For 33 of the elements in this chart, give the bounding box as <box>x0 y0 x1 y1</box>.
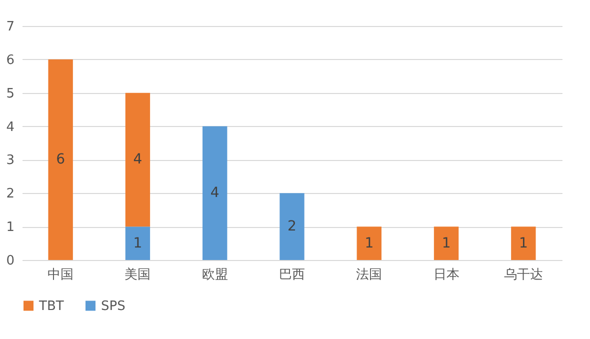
data-label: 6 <box>56 152 66 168</box>
y-tick-label: 5 <box>6 86 14 102</box>
x-tick-label: 欧盟 <box>202 268 228 282</box>
data-label: 2 <box>288 218 296 235</box>
legend-label: TBT <box>38 298 64 314</box>
bar <box>202 126 228 260</box>
y-tick-label: 1 <box>6 220 14 236</box>
bar <box>48 59 73 260</box>
bar <box>280 193 304 260</box>
x-tick-label: 巴西 <box>279 268 305 282</box>
bar <box>125 92 150 227</box>
y-tick-label: 2 <box>6 186 14 202</box>
y-tick-label: 4 <box>6 120 14 135</box>
x-tick-label: 日本 <box>433 268 460 282</box>
y-tick-label: 3 <box>6 153 14 168</box>
data-label: 1 <box>133 235 142 252</box>
y-tick-label: 0 <box>6 254 14 268</box>
x-tick-label: 中国 <box>48 268 74 282</box>
x-tick-label: 乌干达 <box>504 268 543 282</box>
bar <box>511 226 536 260</box>
bar <box>125 226 150 260</box>
data-label: 4 <box>210 185 220 202</box>
data-label: 1 <box>364 235 374 252</box>
legend-label: SPS <box>101 298 126 314</box>
data-label: 4 <box>133 152 142 168</box>
y-tick-label: 7 <box>6 20 14 34</box>
bar <box>356 226 382 260</box>
data-label: 1 <box>442 235 451 252</box>
x-tick-label: 法国 <box>356 268 382 282</box>
y-tick-label: 6 <box>6 52 14 68</box>
x-tick-label: 美国 <box>124 266 151 282</box>
data-label: 1 <box>518 235 528 252</box>
bar <box>434 226 459 260</box>
